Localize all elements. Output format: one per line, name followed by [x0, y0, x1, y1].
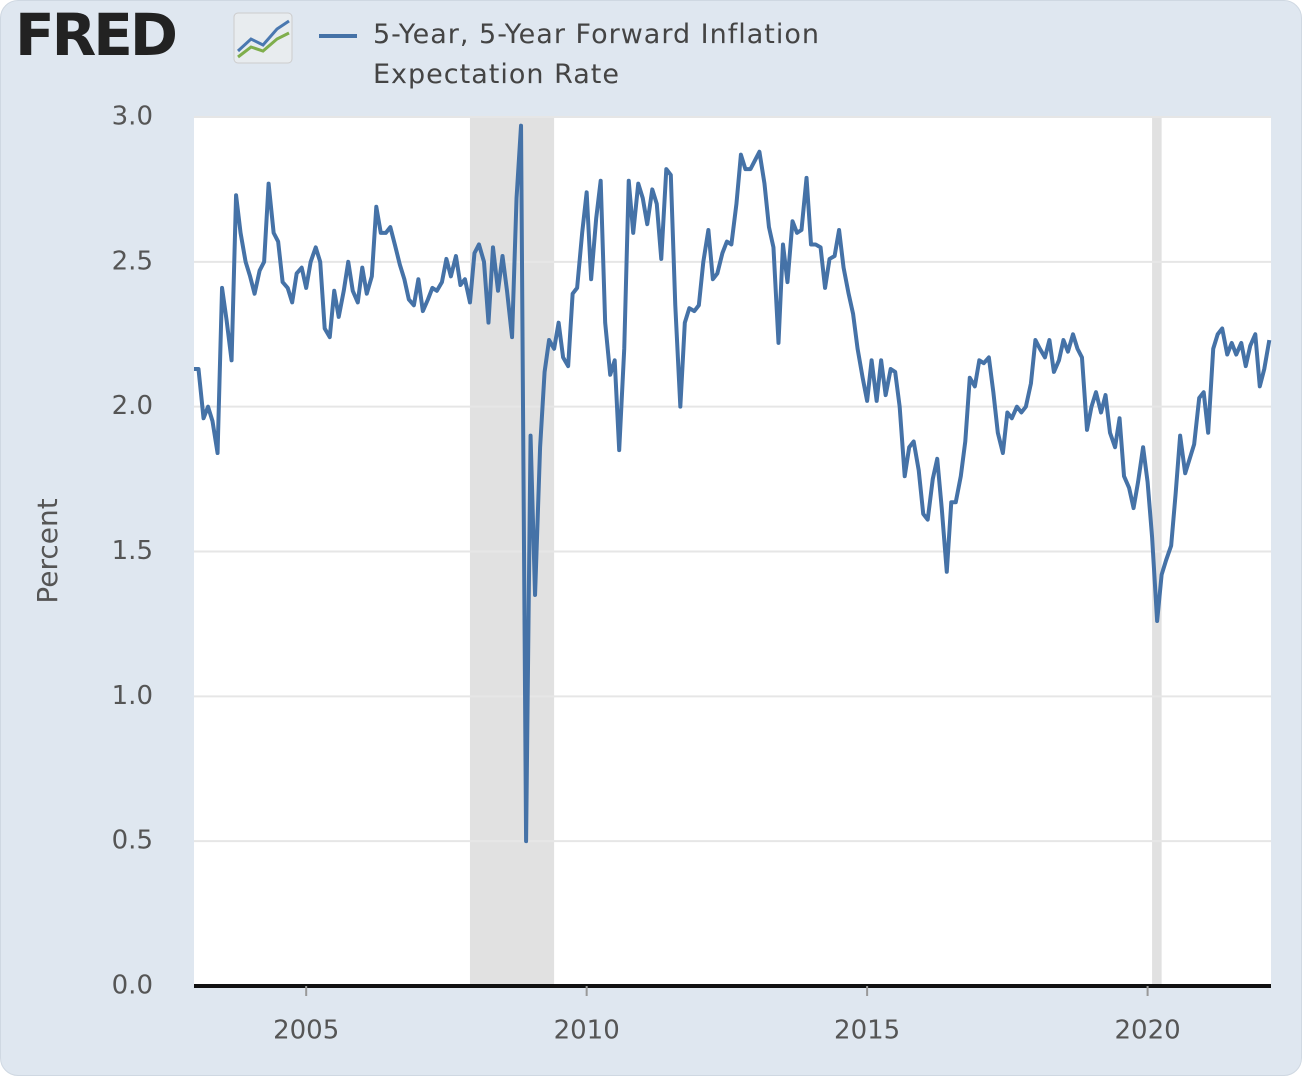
logo-icon: [233, 12, 293, 64]
y-tick-label: 2.5: [112, 246, 153, 276]
y-tick-label: 2.0: [112, 391, 153, 421]
y-tick-label: 1.5: [112, 536, 153, 566]
y-tick-label: 3.0: [112, 102, 153, 132]
x-tick-label: 2020: [1115, 1016, 1181, 1046]
legend-label: 5-Year, 5-Year Forward Inflation Expecta…: [373, 19, 821, 90]
y-tick-label: 1.0: [112, 681, 153, 711]
x-tick-label: 2015: [834, 1016, 900, 1046]
y-tick-label: 0.5: [112, 826, 153, 856]
x-tick-label: 2005: [273, 1016, 339, 1046]
y-tick-label: 0.0: [112, 971, 153, 1001]
logo: FRED: [15, 1, 176, 69]
x-tick-label: 2010: [554, 1016, 620, 1046]
y-axis-label: Percent: [31, 498, 64, 603]
data-line: [194, 123, 1272, 844]
